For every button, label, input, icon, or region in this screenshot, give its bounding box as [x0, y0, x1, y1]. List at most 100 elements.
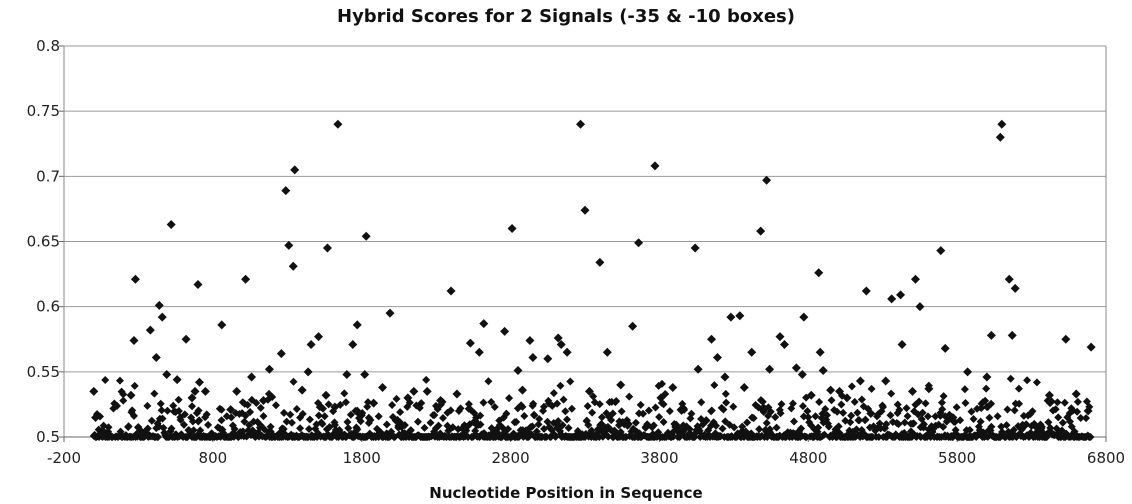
floor-point: [373, 424, 382, 433]
floor-point: [314, 411, 323, 420]
floor-point: [97, 426, 106, 435]
floor-point: [924, 381, 933, 390]
data-point: [595, 257, 605, 267]
floor-point: [982, 384, 991, 393]
floor-point: [1051, 405, 1060, 414]
floor-point: [374, 412, 383, 421]
x-axis-title: Nucleotide Position in Sequence: [429, 484, 703, 502]
floor-point: [461, 427, 470, 436]
floor-point: [382, 420, 391, 429]
floor-point: [286, 410, 295, 419]
data-point: [378, 382, 388, 392]
data-point: [276, 349, 286, 359]
floor-point: [1044, 418, 1053, 427]
data-point: [129, 336, 139, 346]
x-tick-label: 3800: [640, 449, 678, 467]
floor-point: [434, 421, 443, 430]
floor-point: [605, 398, 614, 407]
data-point: [474, 347, 484, 357]
floor-point: [156, 399, 165, 408]
floor-point: [597, 413, 606, 422]
floor-point: [319, 404, 328, 413]
floor-point: [775, 405, 784, 414]
data-point: [281, 186, 291, 196]
floor-point: [584, 421, 593, 430]
data-point: [154, 300, 164, 310]
floor-point: [169, 401, 178, 410]
floor-point: [405, 398, 414, 407]
data-point: [556, 339, 566, 349]
floor-point: [562, 415, 571, 424]
data-point: [791, 363, 801, 373]
floor-point: [363, 402, 372, 411]
floor-point: [651, 403, 660, 412]
floor-point: [827, 396, 836, 405]
floor-point: [179, 420, 188, 429]
floor-point: [446, 406, 455, 415]
floor-point: [635, 409, 644, 418]
floor-point: [923, 412, 932, 421]
floor-point: [259, 412, 268, 421]
data-point: [217, 320, 227, 330]
floor-point: [567, 404, 576, 413]
data-point: [1004, 274, 1014, 284]
floor-point: [961, 399, 970, 408]
floor-point: [874, 410, 883, 419]
data-point: [290, 165, 300, 175]
data-point: [887, 294, 897, 304]
floor-point: [738, 422, 747, 431]
floor-point: [758, 397, 767, 406]
data-point: [765, 364, 775, 374]
data-point: [157, 312, 167, 322]
floor-point: [669, 427, 678, 436]
data-point: [580, 205, 590, 215]
floor-point: [388, 400, 397, 409]
floor-point: [438, 413, 447, 422]
floor-point: [910, 407, 919, 416]
floor-point: [1032, 378, 1041, 387]
floor-point: [487, 397, 496, 406]
floor-point: [266, 422, 275, 431]
data-point: [321, 390, 331, 400]
y-tick-label: 0.6: [36, 298, 60, 316]
floor-point: [985, 413, 994, 422]
floor-point: [147, 416, 156, 425]
floor-point: [623, 421, 632, 430]
data-point: [712, 352, 722, 362]
data-point: [297, 385, 307, 395]
floor-point: [867, 384, 876, 393]
floor-point: [936, 411, 945, 420]
floor-point: [279, 424, 288, 433]
floor-point: [330, 418, 339, 427]
floor-point: [969, 415, 978, 424]
floor-point: [939, 422, 948, 431]
floor-point: [789, 417, 798, 426]
floor-point: [479, 398, 488, 407]
data-point: [747, 347, 757, 357]
floor-point: [607, 416, 616, 425]
floor-point: [189, 426, 198, 435]
data-point: [247, 372, 257, 382]
data-point: [348, 339, 358, 349]
data-point: [553, 333, 563, 343]
floor-point: [154, 432, 163, 441]
floor-point: [1002, 421, 1011, 430]
floor-point: [644, 406, 653, 415]
floor-point: [1076, 414, 1085, 423]
floor-point: [1014, 384, 1023, 393]
data-point: [264, 364, 274, 374]
floor-point: [900, 418, 909, 427]
floor-point: [831, 425, 840, 434]
data-point: [799, 312, 809, 322]
floor-point: [900, 429, 909, 438]
x-tick-label: -200: [47, 449, 81, 467]
data-point: [181, 334, 191, 344]
floor-point: [559, 395, 568, 404]
data-point: [360, 369, 370, 379]
floor-point: [993, 412, 1002, 421]
floor-point: [617, 407, 626, 416]
floor-point: [729, 402, 738, 411]
floor-point: [392, 394, 401, 403]
floor-point: [952, 403, 961, 412]
floor-point: [772, 423, 781, 432]
